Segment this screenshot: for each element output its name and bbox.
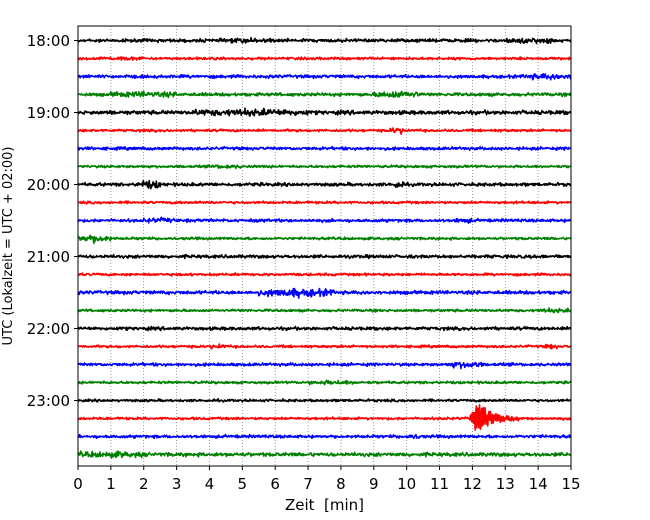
x-tick-label: 14 xyxy=(529,475,548,493)
x-tick-label: 10 xyxy=(397,475,416,493)
seismogram-trace-2330 xyxy=(77,433,572,440)
seismogram-trace-1830 xyxy=(77,72,572,81)
y-tick-label: 19:00 xyxy=(27,104,70,122)
x-tick-label: 1 xyxy=(106,475,116,493)
x-tick-label: 9 xyxy=(369,475,379,493)
seismogram-trace-2315 xyxy=(77,404,572,431)
seismogram-trace-1900 xyxy=(77,107,572,117)
y-axis-label: UTC (Lokalzeit = UTC + 02:00) xyxy=(1,147,16,346)
y-tick-label: 18:00 xyxy=(27,32,70,50)
seismogram-traces xyxy=(77,36,572,459)
x-tick-label: 12 xyxy=(463,475,482,493)
seismogram-trace-1815 xyxy=(77,56,572,61)
y-tick-label: 23:00 xyxy=(27,392,70,410)
seismogram-trace-2345 xyxy=(77,450,572,459)
seismogram-trace-2045 xyxy=(77,234,572,245)
y-tick-label: 22:00 xyxy=(27,320,70,338)
seismogram-trace-2015 xyxy=(77,200,572,205)
grid-lines xyxy=(110,26,539,466)
x-tick-label: 5 xyxy=(238,475,248,493)
seismogram-trace-2130 xyxy=(77,287,572,299)
seismogram-trace-2215 xyxy=(77,343,572,350)
x-tick-label: 2 xyxy=(139,475,149,493)
x-tick-label: 11 xyxy=(430,475,449,493)
x-tick-label: 8 xyxy=(336,475,346,493)
seismogram-trace-2245 xyxy=(77,379,572,386)
x-tick-label: 0 xyxy=(73,475,83,493)
y-tick-label: 20:00 xyxy=(27,176,70,194)
seismogram-trace-2030 xyxy=(77,216,572,224)
seismogram-trace-1800 xyxy=(77,36,572,45)
y-axis-ticks: 18:00 19:00 20:00 21:00 22:00 23:00 xyxy=(27,32,78,410)
seismogram-trace-2000 xyxy=(77,179,572,190)
seismogram-trace-2200 xyxy=(77,325,572,332)
seismogram-trace-2230 xyxy=(77,361,572,370)
y-tick-label: 21:00 xyxy=(27,248,70,266)
x-tick-label: 3 xyxy=(172,475,182,493)
seismogram-trace-2300 xyxy=(77,398,572,403)
x-axis-label: Zeit [min] xyxy=(285,496,364,514)
plot-frame xyxy=(77,25,572,467)
x-tick-label: 13 xyxy=(496,475,515,493)
seismogram-trace-2100 xyxy=(77,253,572,260)
seismogram-trace-1845 xyxy=(77,90,572,99)
seismogram-trace-1945 xyxy=(77,164,572,170)
x-tick-label: 15 xyxy=(561,475,580,493)
x-tick-label: 7 xyxy=(303,475,313,493)
x-axis-ticks: 0 1 2 3 4 5 6 7 8 9 10 11 12 13 14 15 xyxy=(73,466,581,493)
seismogram-trace-1930 xyxy=(77,145,572,152)
seismogram-trace-2115 xyxy=(77,272,572,277)
seismogram-trace-2145 xyxy=(77,307,572,314)
x-tick-label: 4 xyxy=(205,475,215,493)
x-tick-label: 6 xyxy=(270,475,280,493)
seismogram-trace-1915 xyxy=(77,127,572,135)
